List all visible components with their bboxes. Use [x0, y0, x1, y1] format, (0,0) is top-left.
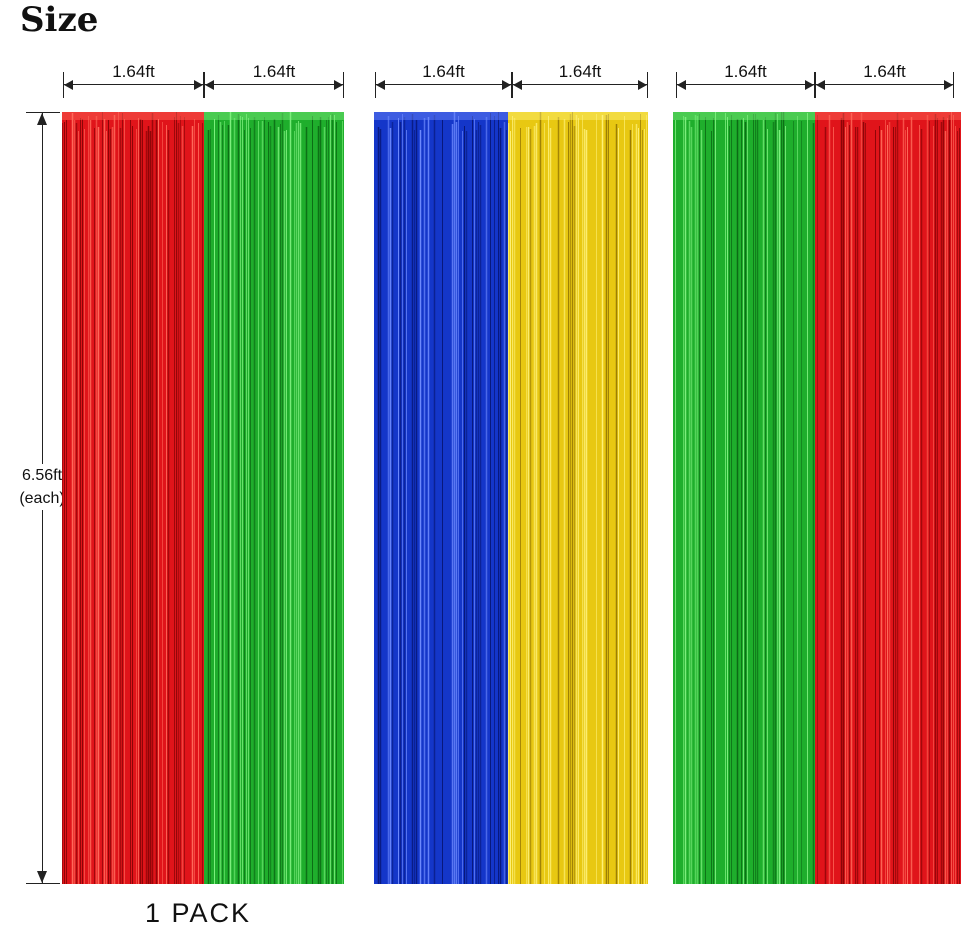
- curtain-panel-green: [673, 112, 815, 884]
- width-dimension-1: 1.64ft: [63, 62, 204, 100]
- curtain-header-band: [204, 112, 344, 120]
- width-dimension-4: 1.64ft: [512, 62, 648, 100]
- width-label: 1.64ft: [857, 62, 912, 82]
- arrow-up-icon: [37, 113, 47, 125]
- height-label-note: (each): [19, 490, 65, 507]
- width-dimension-2: 1.64ft: [204, 62, 344, 100]
- width-label: 1.64ft: [416, 62, 471, 82]
- arrow-right-icon: [805, 80, 814, 90]
- curtain-header-band: [508, 112, 648, 120]
- arrow-down-icon: [37, 871, 47, 883]
- width-dimension-5: 1.64ft: [676, 62, 815, 100]
- arrow-left-icon: [64, 80, 73, 90]
- tinsel-strands: [508, 112, 648, 884]
- curtain-header-band: [62, 112, 204, 120]
- arrow-right-icon: [944, 80, 953, 90]
- arrow-right-icon: [638, 80, 647, 90]
- width-label: 1.64ft: [718, 62, 773, 82]
- curtain-panel-blue: [374, 112, 508, 884]
- curtain-header-band: [374, 112, 508, 120]
- arrow-left-icon: [816, 80, 825, 90]
- tinsel-strands: [673, 112, 815, 884]
- curtain-panel-green: [204, 112, 344, 884]
- curtain-panel-red: [62, 112, 204, 884]
- arrow-left-icon: [677, 80, 686, 90]
- arrow-left-icon: [513, 80, 522, 90]
- tinsel-strands: [374, 112, 508, 884]
- height-dimension: 6.56ft (each): [2, 112, 82, 884]
- arrow-right-icon: [502, 80, 511, 90]
- tinsel-strands: [815, 112, 961, 884]
- curtain-header-band: [815, 112, 961, 120]
- tinsel-strands: [62, 112, 204, 884]
- curtain-panel-red: [815, 112, 961, 884]
- arrow-right-icon: [334, 80, 343, 90]
- width-label: 1.64ft: [246, 62, 302, 82]
- curtain-panel-gold: [508, 112, 648, 884]
- height-label-value: 6.56ft: [21, 467, 63, 484]
- arrow-left-icon: [376, 80, 385, 90]
- tinsel-strands: [204, 112, 344, 884]
- page-title: Size: [20, 0, 99, 40]
- arrow-left-icon: [205, 80, 214, 90]
- curtain-header-band: [673, 112, 815, 120]
- arrow-right-icon: [194, 80, 203, 90]
- width-label: 1.64ft: [106, 62, 161, 82]
- pack-label: 1 PACK: [145, 898, 252, 928]
- width-dimension-6: 1.64ft: [815, 62, 954, 100]
- width-dimension-3: 1.64ft: [375, 62, 512, 100]
- width-label: 1.64ft: [552, 62, 608, 82]
